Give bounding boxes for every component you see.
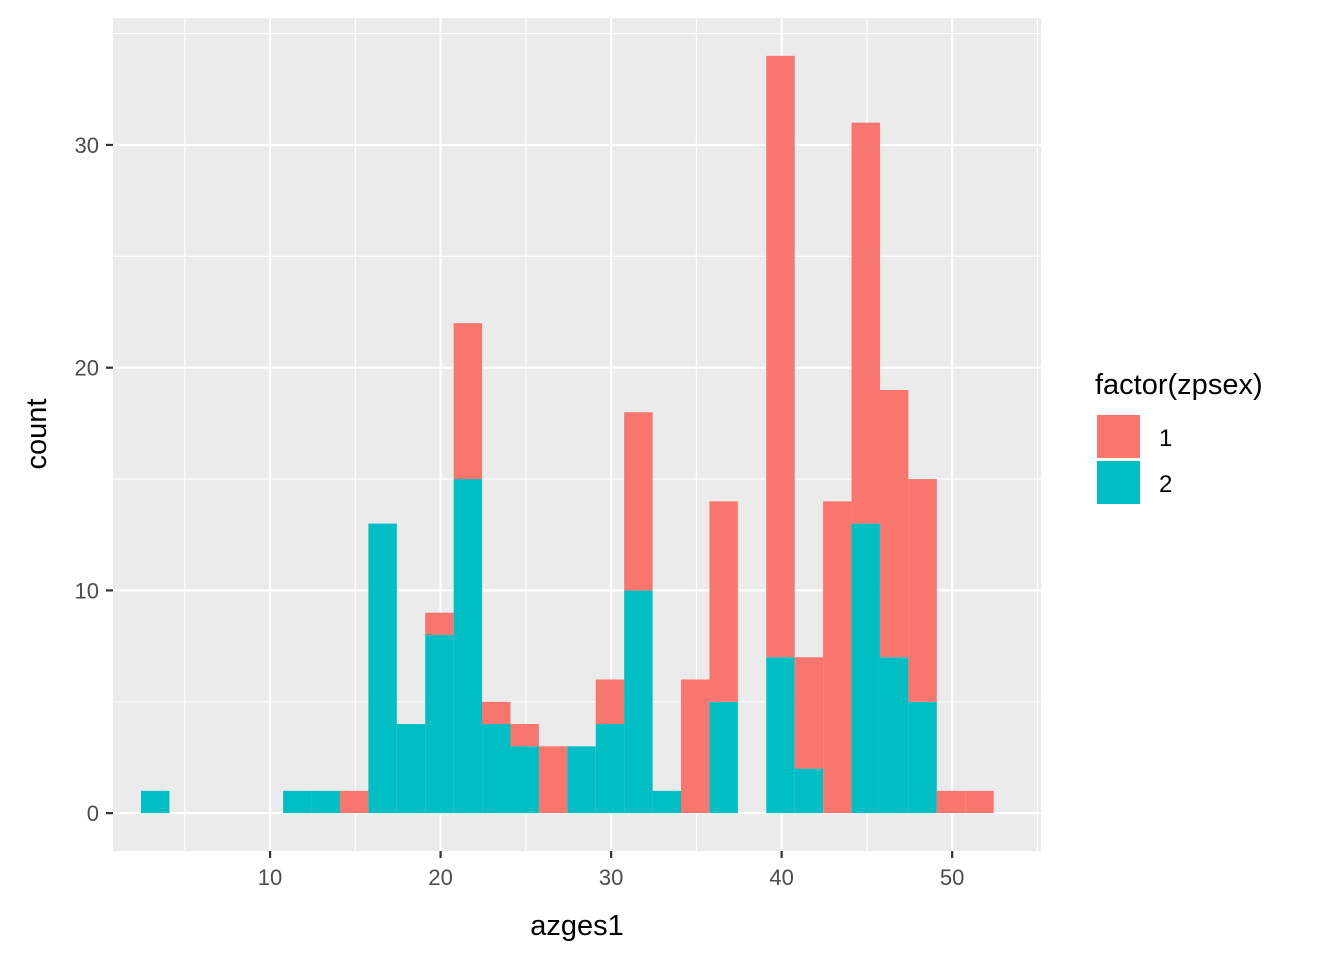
bar-zpsex-1 (624, 412, 653, 591)
bar-zpsex-2 (425, 634, 454, 814)
bar-zpsex-2 (510, 746, 539, 814)
y-axis-title: count (21, 399, 53, 470)
bar-zpsex-2 (141, 790, 170, 814)
bar-zpsex-1 (709, 501, 738, 702)
y-tick-label: 30 (75, 133, 99, 158)
bar-zpsex-1 (453, 323, 483, 480)
bar-zpsex-2 (311, 790, 340, 814)
bar-zpsex-1 (936, 790, 966, 814)
x-tick-label: 20 (428, 865, 452, 890)
bar-zpsex-2 (851, 523, 880, 814)
bar-zpsex-1 (510, 724, 539, 747)
bar-zpsex-2 (766, 657, 795, 814)
bar-zpsex-2 (709, 701, 738, 814)
legend-key-1 (1097, 415, 1140, 458)
x-tick-label: 40 (769, 865, 793, 890)
x-tick-label: 30 (599, 865, 623, 890)
bar-zpsex-2 (453, 479, 483, 814)
bar-zpsex-2 (652, 790, 682, 814)
bar-zpsex-2 (482, 724, 511, 814)
legend: factor(zpsex) 1 2 (1095, 369, 1263, 504)
bar-zpsex-1 (851, 122, 880, 524)
bar-zpsex-1 (595, 679, 625, 725)
bar-zpsex-1 (766, 55, 795, 658)
bar-zpsex-1 (794, 657, 824, 769)
x-axis-title: azges1 (530, 910, 624, 942)
bar-zpsex-1 (681, 679, 710, 814)
bar-zpsex-2 (283, 790, 312, 814)
bar-zpsex-1 (823, 501, 852, 814)
bar-zpsex-2 (794, 768, 824, 814)
y-tick-label: 20 (75, 356, 99, 381)
bar-zpsex-2 (595, 724, 625, 814)
x-tick-label: 10 (258, 865, 282, 890)
legend-label-2: 2 (1159, 471, 1172, 498)
y-tick-label: 10 (75, 578, 99, 603)
bar-zpsex-2 (396, 724, 426, 814)
bar-zpsex-1 (425, 612, 454, 635)
bar-zpsex-1 (965, 790, 994, 814)
bar-zpsex-1 (908, 479, 937, 702)
axis-ticks (106, 143, 954, 858)
bar-zpsex-2 (567, 746, 596, 814)
bar-zpsex-2 (624, 590, 653, 814)
x-tick-label: 50 (940, 865, 964, 890)
bar-zpsex-1 (339, 790, 369, 814)
legend-label-1: 1 (1159, 425, 1172, 452)
legend-key-2 (1097, 461, 1140, 504)
bar-zpsex-2 (368, 523, 397, 814)
y-tick-label: 0 (87, 801, 99, 826)
bars (141, 55, 994, 814)
bar-zpsex-1 (879, 389, 909, 658)
bar-zpsex-1 (538, 746, 568, 814)
bar-zpsex-2 (908, 701, 937, 814)
tick-labels: 10 20 30 40 50 0 10 20 30 (75, 133, 965, 890)
legend-title: factor(zpsex) (1095, 369, 1263, 401)
bar-zpsex-1 (482, 701, 511, 725)
bar-zpsex-2 (879, 657, 909, 814)
